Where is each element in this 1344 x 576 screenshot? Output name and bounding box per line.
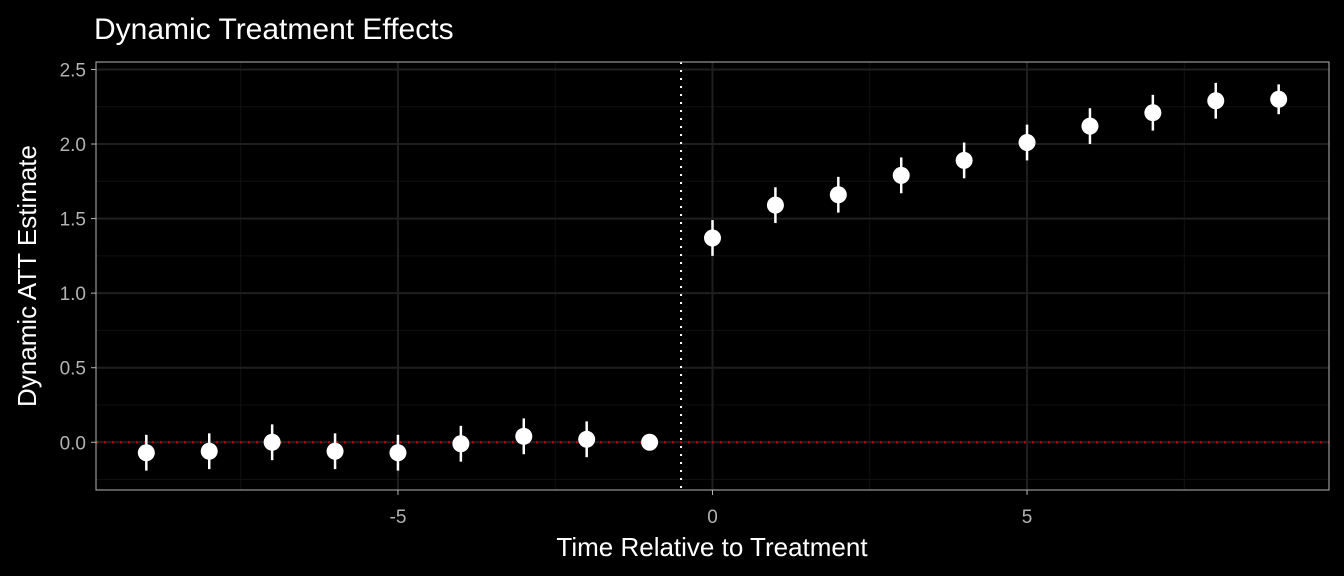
data-point: [326, 442, 344, 460]
data-point: [515, 427, 533, 445]
x-tick-label: 0: [707, 507, 718, 528]
y-tick-label: 1.0: [60, 284, 86, 305]
data-point: [641, 433, 659, 451]
y-tick-label: 2.5: [60, 60, 86, 81]
data-point: [578, 430, 596, 448]
x-axis-title: Time Relative to Treatment: [556, 532, 868, 562]
y-tick-label: 0.0: [60, 433, 86, 454]
y-tick-label: 1.5: [60, 210, 86, 231]
x-tick-label: 5: [1022, 507, 1033, 528]
data-point: [200, 442, 218, 460]
data-point: [955, 151, 973, 169]
data-point: [829, 186, 847, 204]
data-marks: [137, 82, 1288, 471]
axes: 0.0 0.5 1.0 1.5 2.0 2.5 -5 0 5: [60, 60, 1033, 528]
y-tick-label: 0.5: [60, 359, 86, 380]
data-point: [137, 444, 155, 462]
data-point: [1018, 134, 1036, 152]
data-point: [1270, 90, 1288, 108]
data-point: [263, 433, 281, 451]
y-tick-label: 2.0: [60, 135, 86, 156]
y-axis-title: Dynamic ATT Estimate: [12, 145, 42, 407]
data-point: [452, 435, 470, 453]
data-point: [766, 196, 784, 214]
reference-lines: [96, 62, 1329, 490]
data-point: [704, 229, 721, 247]
data-point: [389, 444, 407, 462]
data-point: [1207, 92, 1225, 110]
data-point: [1144, 104, 1162, 122]
x-tick-label: -5: [390, 507, 407, 528]
chart-title: Dynamic Treatment Effects: [94, 13, 454, 46]
data-point: [1081, 117, 1099, 135]
data-point: [892, 166, 910, 184]
